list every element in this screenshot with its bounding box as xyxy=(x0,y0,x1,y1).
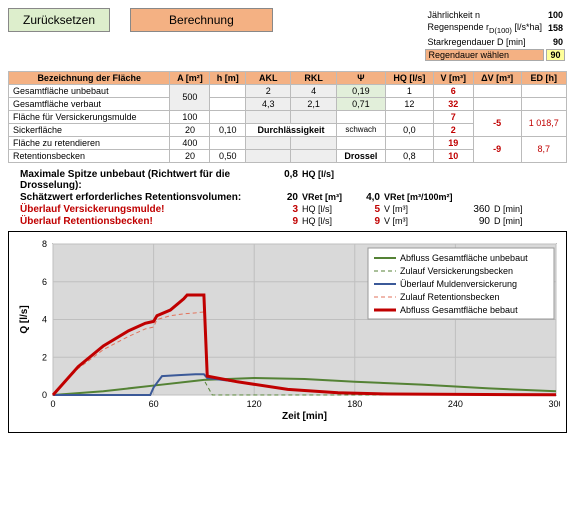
svg-text:Zulauf Versickerungsbecken: Zulauf Versickerungsbecken xyxy=(400,266,513,276)
reset-button[interactable]: Zurücksetzen xyxy=(8,8,110,32)
table-row: Gesamtfläche unbebaut500240,1916 xyxy=(9,84,567,97)
table-row: Fläche für Versickerungsmulde1007-51 018… xyxy=(9,110,567,123)
summary-block: Maximale Spitze unbebaut (Richtwert für … xyxy=(20,169,567,227)
svg-text:0: 0 xyxy=(42,390,47,400)
svg-text:4: 4 xyxy=(42,314,47,324)
svg-text:Abfluss Gesamtfläche bebaut: Abfluss Gesamtfläche bebaut xyxy=(400,305,518,315)
svg-text:Q [l/s]: Q [l/s] xyxy=(19,305,30,333)
col-header: RKL xyxy=(291,71,336,84)
param-block: Jährlichkeit n100 Regenspende rD(100) [l… xyxy=(423,8,567,63)
col-header: ED [h] xyxy=(521,71,567,84)
col-header: Bezeichnung der Fläche xyxy=(9,71,170,84)
svg-text:120: 120 xyxy=(247,399,262,409)
col-header: Ψ xyxy=(336,71,385,84)
svg-text:0: 0 xyxy=(50,399,55,409)
svg-text:60: 60 xyxy=(149,399,159,409)
svg-text:Zulauf Retentionsbecken: Zulauf Retentionsbecken xyxy=(400,292,500,302)
svg-text:Zeit [min]: Zeit [min] xyxy=(282,411,327,422)
svg-text:240: 240 xyxy=(448,399,463,409)
regendauer-input[interactable]: 90 xyxy=(546,49,565,61)
table-row: Fläche zu retendieren40019-98,7 xyxy=(9,136,567,149)
col-header: ΔV [m³] xyxy=(473,71,521,84)
svg-text:2: 2 xyxy=(42,352,47,362)
regendauer-label: Regendauer wählen xyxy=(425,49,544,61)
svg-text:300: 300 xyxy=(548,399,560,409)
flaechen-table: Bezeichnung der FlächeA [m²]h [m]AKLRKLΨ… xyxy=(8,71,567,163)
col-header: AKL xyxy=(246,71,291,84)
calc-button[interactable]: Berechnung xyxy=(130,8,273,32)
svg-text:180: 180 xyxy=(347,399,362,409)
chart-container: 0 60 120 180 240 300 0 2 4 6 8 Zeit [min] Q [l/s] Abf… xyxy=(8,231,567,433)
col-header: h [m] xyxy=(210,71,246,84)
svg-text:8: 8 xyxy=(42,239,47,249)
svg-text:Überlauf Muldenversickerung: Überlauf Muldenversickerung xyxy=(400,279,517,289)
svg-text:6: 6 xyxy=(42,277,47,287)
table-row: Gesamtfläche verbaut4,32,10,711232 xyxy=(9,97,567,110)
col-header: V [m³] xyxy=(433,71,473,84)
col-header: A [m²] xyxy=(170,71,210,84)
svg-text:Abfluss Gesamtfläche unbebaut: Abfluss Gesamtfläche unbebaut xyxy=(400,253,528,263)
col-header: HQ [l/s] xyxy=(385,71,433,84)
flow-chart: 0 60 120 180 240 300 0 2 4 6 8 Zeit [min] Q [l/s] Abf… xyxy=(15,238,560,423)
